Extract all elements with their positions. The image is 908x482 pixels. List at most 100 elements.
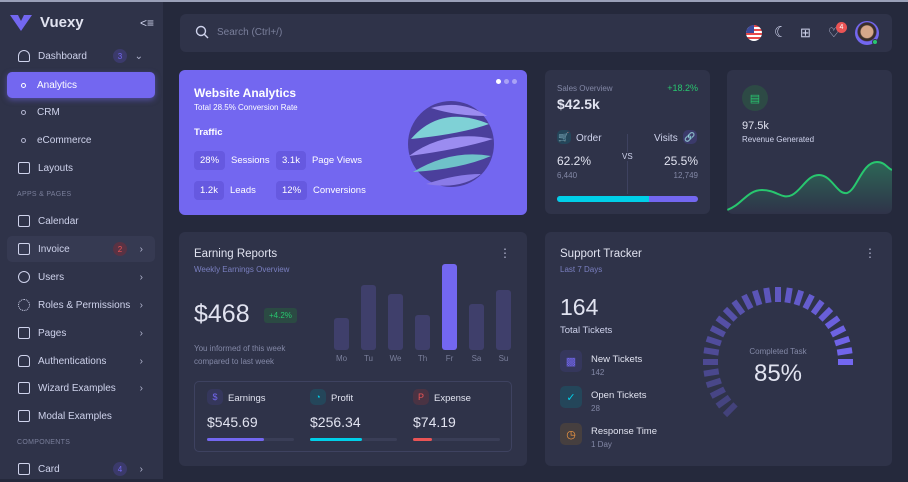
order-count: 6,440 <box>557 171 578 180</box>
card-subtitle: Weekly Earnings Overview <box>194 265 290 274</box>
paypal-icon: P <box>413 389 429 405</box>
revenue-label: Revenue Generated <box>742 135 815 144</box>
stat-label: Earnings <box>228 393 266 404</box>
gauge-segment <box>763 287 772 304</box>
credit-card-icon: ▤ <box>742 85 768 111</box>
circle-icon <box>21 82 26 88</box>
sidebar-item-modal[interactable]: Modal Examples <box>7 403 155 429</box>
item-value: 1 Day <box>591 440 612 449</box>
sidebar-item-authentications[interactable]: Authentications › <box>7 348 155 374</box>
sidebar-item-roles[interactable]: Roles & Permissions › <box>7 292 155 318</box>
section-header: COMPONENTS <box>17 439 71 446</box>
label: Calendar <box>38 215 79 227</box>
label: Pages <box>38 327 67 339</box>
divider <box>627 134 628 194</box>
label: Authentications <box>38 355 107 367</box>
card-title: Sales Overview <box>557 84 613 93</box>
label: CRM <box>37 106 60 118</box>
stat-label: Conversions <box>313 185 366 196</box>
gauge-segment <box>810 299 825 316</box>
gauge-segment <box>834 335 851 347</box>
stat-progress <box>207 438 294 441</box>
stat-page-views: 3.1k Page Views <box>276 150 362 170</box>
gauge-segment <box>703 347 720 356</box>
carousel-dots[interactable] <box>496 79 517 84</box>
card-title: Support Tracker <box>560 248 642 260</box>
visits-percent: 25.5% <box>663 154 698 168</box>
gauge-segment <box>836 347 853 356</box>
sidebar-item-pages[interactable]: Pages › <box>7 320 155 346</box>
bar-label: Tu <box>363 354 374 363</box>
users-icon <box>18 271 30 283</box>
us-flag-icon[interactable] <box>746 25 762 41</box>
label: Dashboard <box>38 50 87 62</box>
calendar-icon <box>18 215 30 227</box>
badge: 4 <box>113 462 127 476</box>
search-icon <box>195 25 209 39</box>
sidebar-item-wizard[interactable]: Wizard Examples › <box>7 375 155 401</box>
sidebar-item-users[interactable]: Users › <box>7 264 155 290</box>
more-options-icon[interactable]: ⋮ <box>499 246 511 260</box>
online-status-dot <box>872 39 878 45</box>
order-progress-fill <box>557 196 649 202</box>
bar-Su <box>496 290 511 350</box>
order-visits-progress <box>557 196 698 202</box>
search-input[interactable]: Search (Ctrl+/) <box>195 25 282 39</box>
gauge-segment <box>784 287 793 304</box>
label: Invoice <box>38 243 70 255</box>
sales-overview-card: Sales Overview +18.2% $42.5k 🛒 Order Vis… <box>545 70 710 214</box>
card-subtitle: Last 7 Days <box>560 265 603 274</box>
label: Roles & Permissions <box>38 299 131 311</box>
sidebar-item-dashboard[interactable]: Dashboard 3 ⌄ <box>7 43 155 69</box>
collapse-menu-icon[interactable]: <≡ <box>140 16 155 30</box>
label: Users <box>38 271 65 283</box>
card-title: Website Analytics <box>194 86 297 100</box>
circle-icon <box>21 109 26 115</box>
brand[interactable]: Vuexy <box>10 14 84 31</box>
note-line: compared to last week <box>194 357 275 366</box>
gauge-segment <box>731 299 746 316</box>
item-value: 142 <box>591 368 605 377</box>
item-label: New Tickets <box>591 354 643 365</box>
sidebar-item-crm[interactable]: CRM <box>7 99 155 125</box>
earning-reports-card: Earning Reports Weekly Earnings Overview… <box>179 232 527 466</box>
label: Card <box>38 463 60 475</box>
stat-leads: 1.2k Leads <box>194 180 256 200</box>
gauge-segment <box>824 315 841 330</box>
theme-moon-icon[interactable]: ☾ <box>774 24 788 41</box>
stat-progress-fill <box>207 438 264 441</box>
bell-icon[interactable]: ♡ <box>828 25 840 40</box>
stat-conversions: 12% Conversions <box>276 180 366 200</box>
bar-Tu <box>361 285 376 350</box>
gauge-segment <box>709 325 726 338</box>
lock-icon <box>18 355 30 367</box>
sidebar-item-calendar[interactable]: Calendar <box>7 208 155 234</box>
circle-icon <box>21 137 26 143</box>
stat-value: $256.34 <box>310 414 361 430</box>
sidebar-item-card[interactable]: Card 4 › <box>7 456 155 482</box>
sidebar-item-analytics[interactable]: Analytics <box>7 72 155 98</box>
more-options-icon[interactable]: ⋮ <box>864 246 876 260</box>
gauge-segment <box>830 325 847 338</box>
gauge-segment <box>705 377 722 389</box>
bar-label: Sa <box>471 354 482 363</box>
card-subtitle: Total 28.5% Conversion Rate <box>194 103 298 112</box>
sales-value: $42.5k <box>557 96 600 112</box>
gauge-segment <box>802 293 815 310</box>
weekly-bar-chart: Mo Tu We Th Fr Sa Su <box>334 257 519 367</box>
brand-name: Vuexy <box>40 14 84 31</box>
gauge-segment <box>793 289 805 306</box>
stat-label: Profit <box>331 393 354 404</box>
bar-Th <box>415 315 430 350</box>
stat-value: 28% <box>194 151 226 170</box>
change-value: +18.2% <box>667 83 698 93</box>
shortcuts-grid-icon[interactable]: ⊞ <box>800 25 811 40</box>
item-label: Open Tickets <box>591 390 647 401</box>
item-label: Response Time <box>591 426 658 437</box>
square-icon <box>18 410 30 422</box>
bar-label: Mo <box>335 354 348 363</box>
gauge-segment <box>705 335 722 347</box>
sidebar-item-layouts[interactable]: Layouts <box>7 155 155 181</box>
sidebar-item-invoice[interactable]: Invoice 2 › <box>7 236 155 262</box>
sidebar-item-ecommerce[interactable]: eCommerce <box>7 127 155 153</box>
